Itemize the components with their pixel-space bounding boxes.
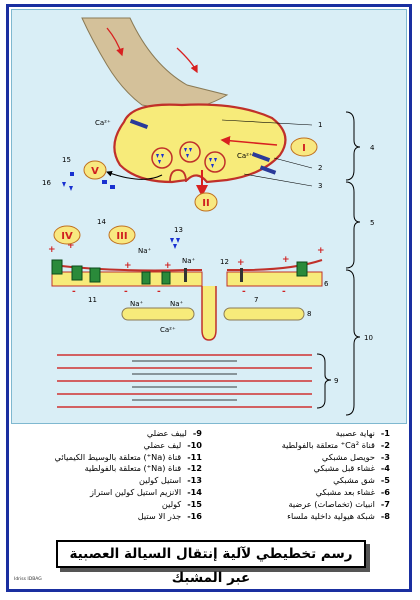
- legend-item: -2قناة Ca²⁺ متعلقة بالفولطية: [281, 439, 390, 450]
- brace-4: [345, 111, 361, 181]
- svg-text:+: +: [124, 261, 132, 271]
- label-13: 13: [174, 226, 183, 234]
- sarcoplasmic-reticulum: [223, 307, 305, 321]
- author-credit: Idriss IDBAG: [14, 577, 42, 582]
- label-na-a: Na⁺: [138, 247, 152, 255]
- label-na-c: Na⁺: [130, 300, 144, 308]
- na-channel-voltage: [240, 268, 243, 282]
- legend-item: -13استيل كولين: [138, 475, 202, 486]
- svg-text:III: III: [116, 231, 127, 242]
- label-14: 14: [97, 218, 106, 226]
- svg-text:-: -: [157, 287, 161, 297]
- svg-text:+: +: [237, 258, 245, 268]
- svg-text:+: +: [282, 255, 290, 265]
- svg-text:-: -: [124, 287, 128, 297]
- step-I: I: [290, 137, 318, 157]
- svg-text:-: -: [72, 287, 76, 297]
- legend-item: -16جذر الا ستيل: [137, 510, 202, 521]
- synaptic-vesicle: [179, 141, 201, 163]
- legend-item: -7انبيات (تخماصات) عرضية: [288, 498, 390, 509]
- sarcoplasmic-reticulum: [121, 307, 195, 321]
- label-10: 10: [364, 334, 373, 342]
- legend-item: -1نهاية عصبية: [335, 428, 390, 438]
- svg-text:IV: IV: [61, 231, 73, 242]
- label-7: 7: [254, 296, 258, 304]
- label-12: 12: [220, 258, 229, 266]
- label-4: 4: [370, 144, 375, 152]
- legend-item: -8شبكة هيولية داخلية ملساء: [287, 510, 390, 521]
- na-channel-voltage: [184, 268, 187, 282]
- legend-item: -10ليف عضلي: [143, 439, 202, 450]
- myofilaments: [132, 360, 237, 401]
- brace-5: [345, 181, 361, 269]
- label-5: 5: [370, 219, 374, 227]
- legend-column-right: -1نهاية عصبية -2قناة Ca²⁺ متعلقة بالفولط…: [218, 428, 390, 522]
- page-title: رسم تخطيطي لآلية إنتقال السيالة العصبية …: [69, 546, 353, 586]
- legend-item: -11قناة (Na⁺) متعلقة بالوسيط الكيميائي: [54, 451, 202, 462]
- label-16: 16: [42, 179, 51, 187]
- step-IV: IV: [53, 225, 81, 245]
- legend: -1نهاية عصبية -2قناة Ca²⁺ متعلقة بالفولط…: [30, 428, 390, 533]
- membrane-charges: + + + + + + + - - - - -: [48, 241, 325, 297]
- legend-item: -4غشاء قبل مشبكي: [313, 463, 390, 474]
- ca-channel: [259, 165, 277, 175]
- axon: [81, 17, 229, 111]
- ach-receptor: [51, 259, 308, 285]
- label-15: 15: [62, 156, 71, 164]
- postsynaptic-membrane: [51, 259, 323, 272]
- synaptic-vesicle: [151, 147, 173, 169]
- label-1: 1: [318, 121, 322, 129]
- legend-item: -14الانزيم استيل كولين استراز: [89, 486, 202, 497]
- legend-item: -12قناة (Na⁺) متعلقة بالفولطية: [84, 463, 202, 474]
- label-9: 9: [334, 377, 338, 385]
- svg-text:-: -: [282, 287, 286, 297]
- label-ca-top: Ca²⁺: [95, 119, 111, 127]
- svg-text:+: +: [48, 245, 56, 255]
- ca-channel: [129, 119, 149, 129]
- label-na-b: Na⁺: [182, 257, 196, 265]
- svg-text:+: +: [164, 261, 172, 271]
- svg-text:I: I: [302, 143, 306, 154]
- svg-text:+: +: [67, 241, 75, 251]
- legend-item: -15كولين: [161, 498, 202, 509]
- legend-item: -5شق مشبكي: [333, 475, 390, 486]
- legend-item: -3حويصل مشبكي: [321, 451, 390, 462]
- label-8: 8: [307, 310, 311, 318]
- svg-text:II: II: [202, 198, 209, 209]
- legend-column-left: -9لييف عضلي -10ليف عضلي -11قناة (Na⁺) مت…: [30, 428, 202, 522]
- synaptic-vesicle: [204, 151, 226, 173]
- step-III: III: [108, 225, 136, 245]
- brace-10: [345, 269, 361, 416]
- synapse-diagram: Ca²⁺ Ca²⁺ 1 2 3 15 16 I II V 4 5 10: [42, 17, 375, 416]
- label-3: 3: [318, 182, 322, 190]
- diagram-panel: Ca²⁺ Ca²⁺ 1 2 3 15 16 I II V 4 5 10: [11, 9, 407, 424]
- acetylcholine-molecules: [156, 148, 217, 168]
- label-2: 2: [318, 164, 322, 172]
- brace-9: [316, 353, 332, 409]
- ca-channel: [251, 152, 271, 162]
- svg-text:V: V: [91, 166, 99, 177]
- exocytosis: [169, 169, 187, 183]
- legend-item: -9لييف عضلي: [146, 428, 202, 438]
- step-V: V: [83, 160, 107, 180]
- step-II: II: [194, 192, 218, 212]
- label-ca-inner: Ca²⁺: [237, 152, 253, 160]
- label-6: 6: [324, 280, 329, 288]
- svg-text:-: -: [242, 287, 246, 297]
- t-tubule: [201, 286, 217, 341]
- svg-text:+: +: [317, 246, 325, 256]
- label-11: 11: [88, 296, 97, 304]
- title-box: رسم تخطيطي لآلية إنتقال السيالة العصبية …: [56, 540, 366, 586]
- myofibrils: [57, 354, 312, 408]
- label-na-d: Na⁺: [170, 300, 184, 308]
- choline-molecules: [62, 172, 115, 191]
- legend-item: -6غشاء بعد مشبكي: [315, 486, 390, 497]
- label-ca-bottom: Ca²⁺: [160, 326, 176, 334]
